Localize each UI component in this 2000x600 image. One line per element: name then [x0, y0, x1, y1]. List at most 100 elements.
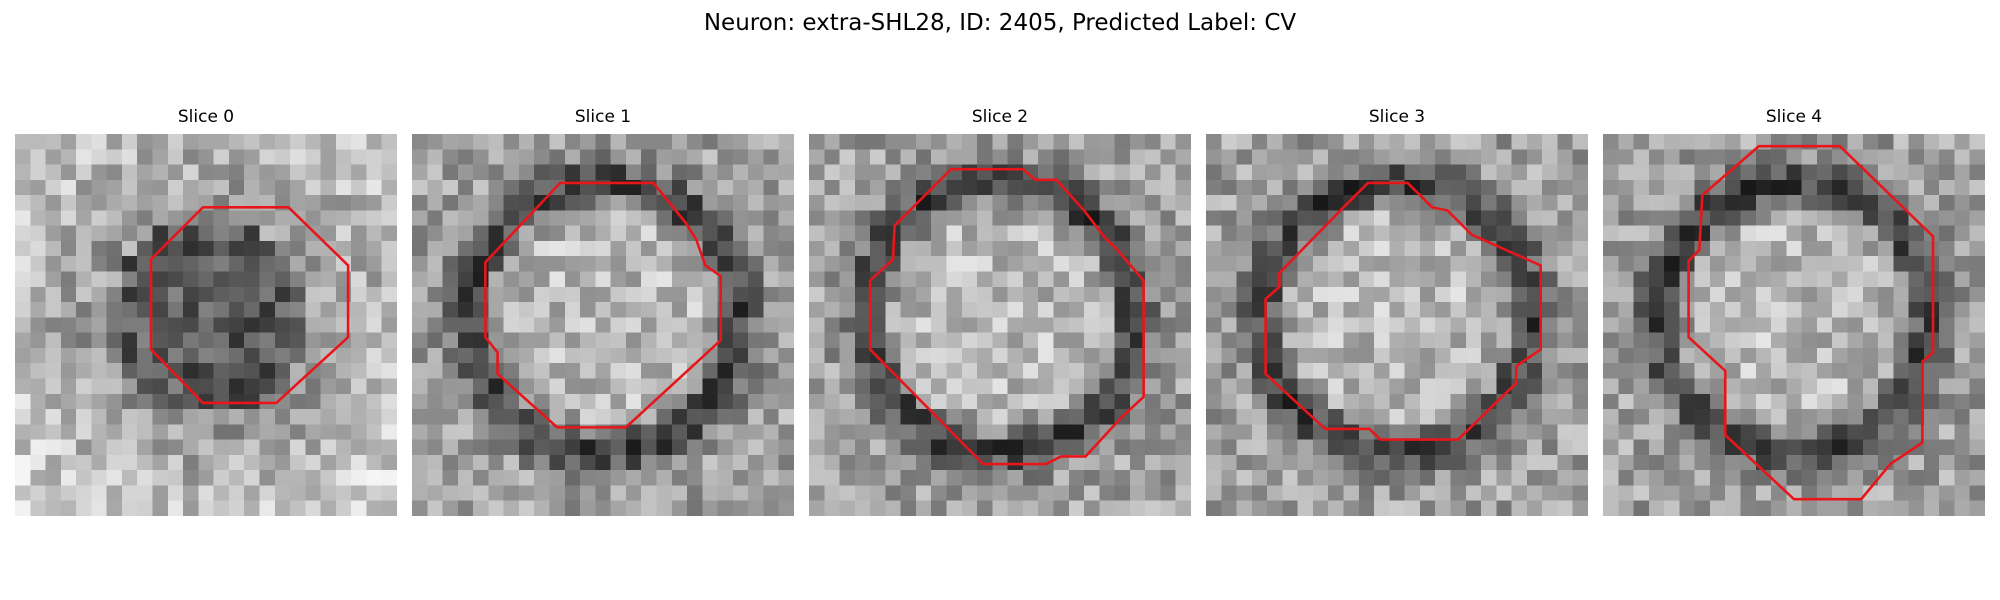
- image-pixel: [1939, 225, 1955, 242]
- image-pixel: [381, 225, 397, 242]
- image-pixel: [1633, 500, 1650, 516]
- image-pixel: [534, 149, 550, 165]
- image-pixel: [1786, 302, 1802, 318]
- image-pixel: [30, 302, 46, 318]
- image-pixel: [320, 271, 337, 288]
- image-pixel: [854, 378, 871, 395]
- image-pixel: [1343, 164, 1360, 181]
- image-pixel: [977, 332, 993, 349]
- image-pixel: [717, 347, 734, 364]
- image-pixel: [1297, 286, 1314, 303]
- image-pixel: [1664, 500, 1680, 516]
- image-pixel: [1084, 134, 1100, 150]
- image-pixel: [1648, 240, 1665, 257]
- image-pixel: [595, 470, 611, 486]
- image-pixel: [503, 179, 520, 196]
- image-pixel: [1099, 378, 1115, 395]
- image-pixel: [442, 286, 459, 303]
- image-pixel: [213, 256, 230, 272]
- image-pixel: [290, 500, 306, 516]
- image-pixel: [1084, 332, 1100, 349]
- image-pixel: [1511, 225, 1528, 242]
- image-pixel: [1725, 332, 1741, 349]
- image-pixel: [977, 195, 993, 211]
- image-pixel: [1847, 347, 1864, 364]
- image-pixel: [1267, 439, 1283, 456]
- image-pixel: [915, 149, 932, 165]
- image-pixel: [244, 164, 260, 181]
- image-pixel: [641, 240, 657, 257]
- image-pixel: [412, 470, 428, 486]
- image-pixel: [1435, 286, 1451, 303]
- image-pixel: [1358, 210, 1375, 226]
- image-pixel: [1251, 286, 1268, 303]
- image-pixel: [290, 286, 306, 303]
- image-pixel: [870, 179, 886, 196]
- image-pixel: [854, 225, 871, 242]
- image-pixel: [305, 332, 321, 349]
- image-pixel: [106, 454, 123, 471]
- image-pixel: [809, 210, 825, 226]
- image-pixel: [839, 409, 856, 425]
- image-pixel: [671, 134, 688, 150]
- image-pixel: [228, 454, 245, 471]
- image-pixel: [76, 195, 92, 211]
- image-pixel: [1542, 271, 1558, 288]
- image-pixel: [45, 164, 62, 181]
- image-pixel: [1847, 470, 1864, 486]
- image-pixel: [305, 485, 321, 502]
- image-pixel: [473, 424, 489, 440]
- image-pixel: [1114, 470, 1131, 486]
- image-pixel: [1755, 424, 1772, 440]
- image-pixel: [137, 210, 153, 226]
- image-pixel: [1374, 256, 1390, 272]
- image-pixel: [610, 470, 627, 486]
- image-pixel: [824, 500, 840, 516]
- image-pixel: [1435, 225, 1451, 242]
- image-pixel: [1328, 134, 1344, 150]
- image-pixel: [1282, 332, 1298, 349]
- image-pixel: [900, 378, 917, 395]
- image-pixel: [1771, 317, 1787, 333]
- slice-panel-1: Slice 1: [412, 106, 794, 516]
- image-pixel: [1221, 240, 1237, 257]
- image-pixel: [1832, 179, 1848, 196]
- image-pixel: [992, 271, 1008, 288]
- image-pixel: [1312, 149, 1329, 165]
- image-pixel: [656, 195, 673, 211]
- image-pixel: [503, 485, 520, 502]
- image-pixel: [1038, 225, 1054, 242]
- image-pixel: [946, 393, 963, 410]
- image-pixel: [1801, 485, 1818, 502]
- image-pixel: [1862, 500, 1879, 516]
- image-pixel: [1068, 393, 1085, 410]
- image-pixel: [244, 454, 260, 471]
- image-pixel: [320, 302, 337, 318]
- image-pixel: [1282, 485, 1298, 502]
- image-pixel: [1053, 195, 1070, 211]
- image-pixel: [1664, 424, 1680, 440]
- image-pixel: [259, 393, 276, 410]
- image-pixel: [1801, 363, 1818, 379]
- image-pixel: [1572, 195, 1588, 211]
- image-pixel: [1648, 500, 1665, 516]
- image-pixel: [167, 240, 184, 257]
- image-pixel: [366, 363, 383, 379]
- slice-title-1: Slice 1: [574, 107, 632, 127]
- image-pixel: [1648, 134, 1665, 150]
- image-pixel: [1160, 225, 1177, 242]
- image-pixel: [1022, 347, 1039, 364]
- image-pixel: [1389, 454, 1405, 471]
- image-pixel: [1328, 454, 1344, 471]
- image-pixel: [1022, 470, 1039, 486]
- image-pixel: [1801, 409, 1818, 425]
- image-pixel: [625, 378, 642, 395]
- image-pixel: [641, 195, 657, 211]
- image-pixel: [1694, 302, 1711, 318]
- image-pixel: [320, 210, 337, 226]
- image-pixel: [1618, 271, 1634, 288]
- image-pixel: [1908, 164, 1925, 181]
- image-pixel: [1908, 454, 1925, 471]
- image-pixel: [1022, 409, 1039, 425]
- image-pixel: [900, 149, 917, 165]
